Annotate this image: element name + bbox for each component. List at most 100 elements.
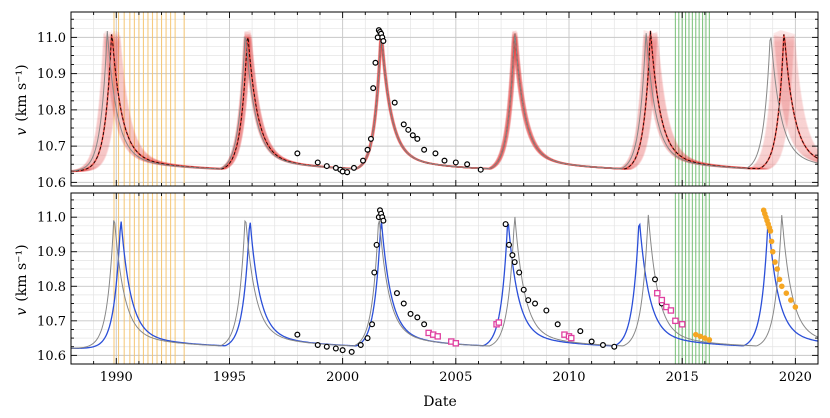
data-point xyxy=(441,157,448,164)
data-point xyxy=(792,304,799,310)
data-point xyxy=(380,217,387,224)
data-point xyxy=(421,321,428,328)
data-point xyxy=(667,307,675,314)
data-point xyxy=(502,221,509,228)
bottom-panel: 10.6 10.7 10.8 10.9 11.0 1990 1995 2000 2005 2010… xyxy=(37,192,819,385)
data-point xyxy=(421,146,428,153)
model-curve xyxy=(71,30,818,172)
mean-curve xyxy=(71,30,818,172)
data-point xyxy=(599,342,606,349)
data-point xyxy=(400,121,407,128)
data-point xyxy=(371,269,378,276)
y-tick-label: 11.0 xyxy=(37,31,66,46)
data-point xyxy=(323,343,330,350)
x-tick-label: 2020 xyxy=(779,370,812,385)
data-point xyxy=(370,85,377,92)
data-point xyxy=(414,135,421,142)
data-point xyxy=(314,342,321,349)
data-point xyxy=(525,297,532,304)
data-point xyxy=(783,290,790,296)
data-point xyxy=(654,289,661,297)
y-tick-label: 10.7 xyxy=(37,140,66,155)
data-point xyxy=(509,252,516,259)
y-tick-label: 10.6 xyxy=(37,349,66,364)
data-point xyxy=(788,297,794,303)
data-point xyxy=(434,333,441,340)
data-point xyxy=(697,333,704,340)
data-point xyxy=(367,135,374,142)
x-axis-label: Date xyxy=(423,394,456,410)
y-tick-label: 10.9 xyxy=(37,67,66,82)
data-point xyxy=(391,99,398,106)
data-point xyxy=(407,310,414,317)
data-point xyxy=(776,276,783,283)
data-point xyxy=(554,321,561,328)
axes-frame xyxy=(70,192,819,365)
plot-area xyxy=(71,193,818,364)
data-point xyxy=(577,328,584,335)
data-point xyxy=(464,161,471,168)
data-point xyxy=(658,296,666,304)
axes-frame xyxy=(70,11,819,187)
x-tick-label: 1995 xyxy=(213,370,246,385)
data-point xyxy=(778,283,785,290)
data-point xyxy=(520,286,527,293)
x-tick-label: 2010 xyxy=(552,370,585,385)
data-point xyxy=(588,338,595,345)
data-point xyxy=(568,334,575,342)
x-tick-label: 2000 xyxy=(326,370,359,385)
data-point xyxy=(294,150,301,157)
data-point xyxy=(663,303,670,311)
x-tick-label: 2015 xyxy=(666,370,699,385)
data-point xyxy=(294,331,301,338)
plot-area xyxy=(71,12,818,186)
data-point xyxy=(511,259,518,266)
y-tick-label: 10.7 xyxy=(37,314,66,329)
data-point xyxy=(768,238,775,245)
data-point xyxy=(314,159,321,166)
data-point xyxy=(678,321,686,328)
data-point xyxy=(380,37,387,44)
data-point xyxy=(405,126,412,133)
data-point xyxy=(774,266,781,272)
data-point xyxy=(373,241,380,248)
data-point xyxy=(772,259,778,265)
data-point xyxy=(477,166,484,173)
data-point xyxy=(393,290,400,297)
data-point xyxy=(532,300,539,307)
data-point xyxy=(409,132,416,139)
data-point xyxy=(692,331,699,338)
y-tick-label: 10.8 xyxy=(37,280,66,295)
data-point xyxy=(339,347,346,354)
y-tick-label: 10.6 xyxy=(37,176,66,191)
y-tick-label: 11.0 xyxy=(37,211,66,226)
data-point xyxy=(357,342,364,349)
data-point xyxy=(344,169,351,176)
data-point xyxy=(769,248,776,255)
data-point xyxy=(414,314,421,321)
data-point xyxy=(452,340,460,347)
data-point xyxy=(652,276,659,283)
data-point xyxy=(452,159,459,166)
data-point xyxy=(506,241,513,248)
data-point xyxy=(360,157,367,164)
y-tick-label: 10.9 xyxy=(37,245,66,260)
data-point xyxy=(372,59,379,66)
x-tick-label: 2005 xyxy=(439,370,472,385)
data-point xyxy=(706,337,713,343)
model-curve xyxy=(71,214,818,349)
data-point xyxy=(332,345,339,352)
data-point xyxy=(495,319,503,326)
x-tick-label: 1990 xyxy=(100,370,133,385)
data-point xyxy=(369,321,376,328)
data-point xyxy=(348,348,355,355)
data-point xyxy=(702,335,708,341)
data-point xyxy=(672,317,679,325)
data-point xyxy=(432,150,439,157)
data-point xyxy=(323,163,330,170)
top-ylabel: v(km s⁻¹) xyxy=(14,64,30,135)
bottom-ylabel: v(km s⁻¹) xyxy=(14,244,30,315)
data-point xyxy=(516,269,523,276)
data-point xyxy=(400,300,407,307)
